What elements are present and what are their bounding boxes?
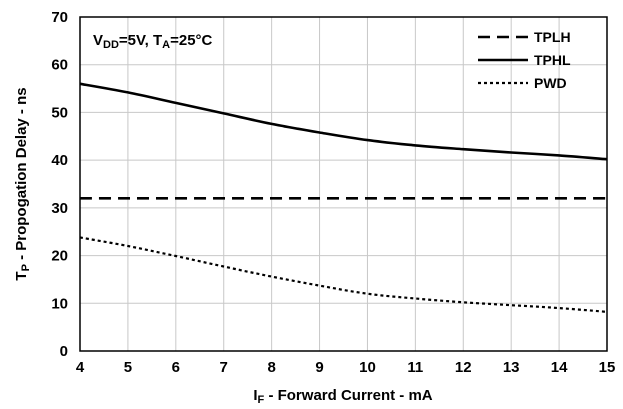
x-tick-label: 12 bbox=[455, 359, 472, 376]
y-tick-label: 30 bbox=[51, 200, 68, 217]
legend-label-tphl: TPHL bbox=[534, 52, 571, 68]
series-lines bbox=[79, 82, 608, 313]
x-axis-label-sub: F bbox=[258, 394, 265, 406]
y-tick-labels: 0 10 20 30 40 50 60 70 bbox=[51, 9, 68, 360]
x-tick-label: 11 bbox=[407, 359, 423, 376]
plot-frame bbox=[79, 16, 608, 352]
x-tick-label: 8 bbox=[267, 359, 275, 376]
annot-v-rest: =5V, T bbox=[119, 32, 162, 49]
y-axis-label-rest: - Propogation Delay - ns bbox=[13, 87, 30, 264]
y-tick-label: 20 bbox=[51, 248, 68, 265]
y-tick-label: 40 bbox=[51, 152, 68, 169]
legend-label-tplh: TPLH bbox=[534, 29, 571, 45]
y-axis-label-main: T bbox=[13, 271, 30, 280]
annot-v-sub: DD bbox=[103, 39, 119, 51]
series-line-tphl bbox=[79, 82, 608, 161]
y-axis-label: TP - Propogation Delay - ns bbox=[13, 87, 32, 280]
x-tick-label: 15 bbox=[599, 359, 616, 376]
x-axis-label-main: I bbox=[253, 387, 257, 404]
x-tick-label: 4 bbox=[76, 359, 85, 376]
x-axis-label-rest: - Forward Current - mA bbox=[264, 387, 433, 404]
conditions-annotation: VDD=5V, TA=25°C bbox=[93, 32, 213, 51]
y-tick-label: 10 bbox=[51, 295, 68, 312]
x-tick-label: 13 bbox=[503, 359, 520, 376]
y-tick-label: 70 bbox=[51, 9, 68, 26]
annot-t-sub: A bbox=[162, 39, 170, 51]
y-tick-label: 0 bbox=[60, 343, 68, 360]
y-axis-label-sub: P bbox=[20, 264, 32, 271]
y-tick-label: 50 bbox=[51, 104, 68, 121]
x-tick-label: 14 bbox=[551, 359, 568, 376]
gridlines bbox=[80, 17, 607, 351]
legend-label-pwd: PWD bbox=[534, 75, 567, 91]
series-line-pwd bbox=[79, 236, 608, 313]
x-tick-label: 6 bbox=[172, 359, 180, 376]
x-axis-label: IF - Forward Current - mA bbox=[253, 387, 432, 406]
annot-t-rest: =25°C bbox=[170, 32, 212, 49]
x-tick-label: 5 bbox=[124, 359, 132, 376]
x-tick-label: 9 bbox=[315, 359, 323, 376]
x-tick-label: 7 bbox=[220, 359, 228, 376]
x-tick-label: 10 bbox=[359, 359, 376, 376]
y-tick-label: 60 bbox=[51, 57, 68, 74]
annot-v: V bbox=[93, 32, 103, 49]
legend: TPLH TPHL PWD bbox=[478, 29, 571, 91]
x-tick-labels: 4 5 6 7 8 9 10 11 12 13 14 15 bbox=[76, 359, 616, 376]
